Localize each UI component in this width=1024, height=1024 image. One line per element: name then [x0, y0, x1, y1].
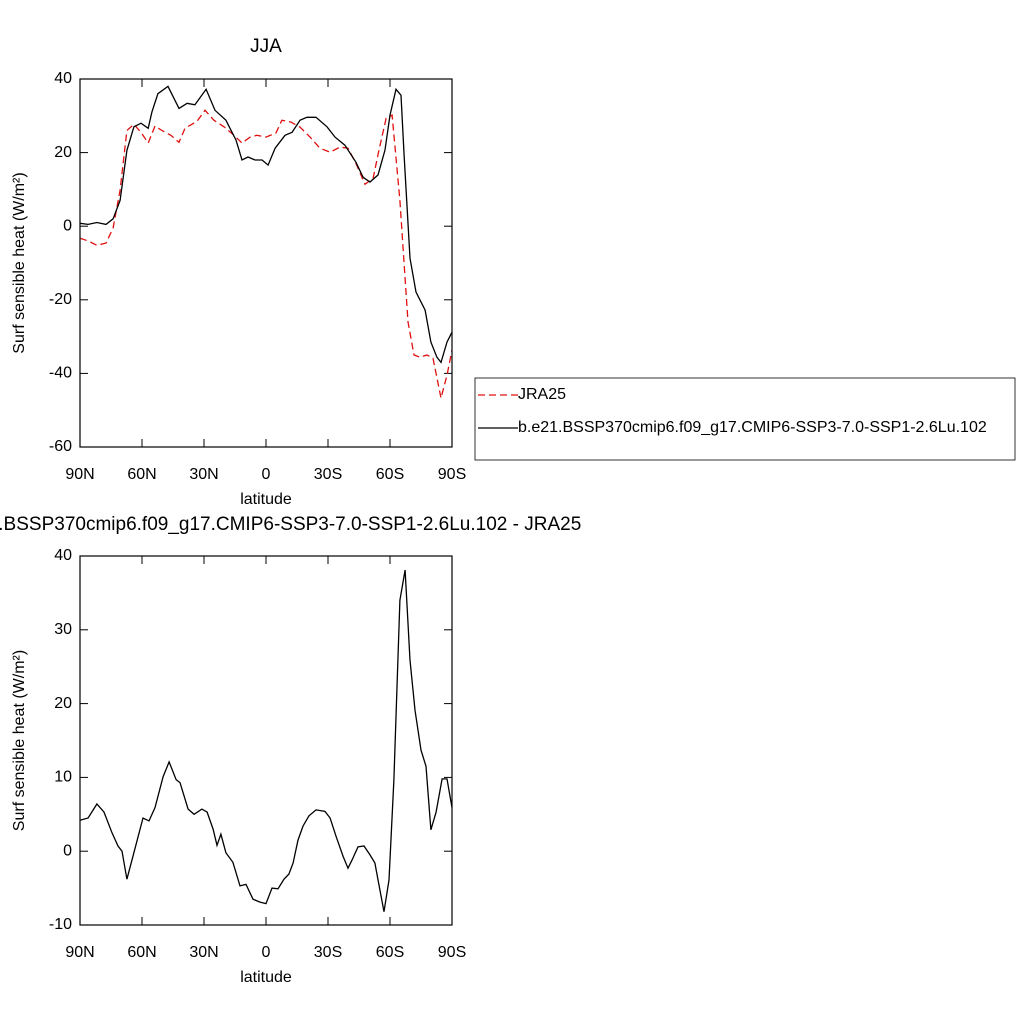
chart-title: JJA: [250, 36, 282, 57]
x-axis-label: latitude: [240, 969, 292, 986]
y-tick-label: -10: [49, 916, 72, 933]
y-tick-label: 40: [54, 70, 72, 87]
plot-frame: [79, 555, 453, 926]
legend-box: [474, 377, 1016, 461]
x-tick-label: 90N: [65, 944, 94, 961]
y-tick-label: 30: [54, 621, 72, 638]
data-line: [79, 85, 453, 364]
y-axis-label: Surf sensible heat (W/m²): [11, 172, 28, 353]
x-tick-label: 60N: [127, 466, 156, 483]
chart-title: b.e21.BSSP370cmip6.f09_g17.CMIP6-SSP3-7.…: [0, 514, 581, 535]
y-tick-label: 0: [63, 842, 72, 859]
x-tick-label: 0: [262, 466, 271, 483]
x-tick-label: 30N: [189, 466, 218, 483]
data-line: [79, 109, 453, 399]
legend-label: JRA25: [518, 386, 566, 403]
x-tick-label: 0: [262, 944, 271, 961]
x-tick-label: 60S: [376, 466, 404, 483]
y-tick-label: 0: [63, 217, 72, 234]
y-tick-label: -40: [49, 365, 72, 382]
x-tick-label: 30S: [314, 466, 342, 483]
x-tick-label: 30N: [189, 944, 218, 961]
x-tick-label: 30S: [314, 944, 342, 961]
y-tick-label: -20: [49, 291, 72, 308]
plot-frame: [79, 78, 453, 448]
y-tick-label: 10: [54, 769, 72, 786]
legend-label: b.e21.BSSP370cmip6.f09_g17.CMIP6-SSP3-7.…: [518, 419, 987, 436]
x-tick-label: 90S: [438, 944, 466, 961]
y-tick-label: 20: [54, 144, 72, 161]
y-axis-label: Surf sensible heat (W/m²): [11, 650, 28, 831]
x-axis-label: latitude: [240, 491, 292, 508]
x-tick-label: 60S: [376, 944, 404, 961]
y-tick-label: 20: [54, 695, 72, 712]
x-tick-label: 90S: [438, 466, 466, 483]
x-tick-label: 90N: [65, 466, 94, 483]
y-tick-label: 40: [54, 547, 72, 564]
data-line: [79, 569, 453, 912]
y-tick-label: -60: [49, 438, 72, 455]
x-tick-label: 60N: [127, 944, 156, 961]
